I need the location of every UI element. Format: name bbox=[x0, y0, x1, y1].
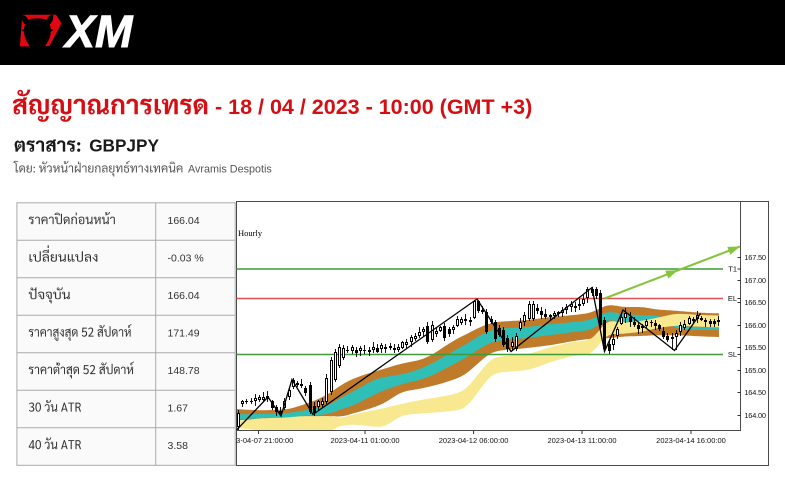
svg-text:2023-04-13 11:00:00: 2023-04-13 11:00:00 bbox=[547, 436, 616, 445]
svg-text:EL: EL bbox=[728, 294, 737, 303]
svg-text:166.00: 166.00 bbox=[744, 321, 765, 330]
svg-text:T1: T1 bbox=[728, 265, 737, 274]
svg-text:2023-04-11 01:00:00: 2023-04-11 01:00:00 bbox=[330, 436, 399, 445]
svg-text:166.50: 166.50 bbox=[744, 298, 765, 307]
svg-text:SL: SL bbox=[728, 350, 737, 359]
svg-text:171.49: 171.49 bbox=[168, 328, 200, 340]
svg-text:GBPJPY: GBPJPY bbox=[89, 136, 159, 156]
svg-text:166.04: 166.04 bbox=[168, 290, 200, 302]
svg-text:Avramis Despotis: Avramis Despotis bbox=[188, 164, 272, 176]
svg-text:2023-04-07 21:00:00: 2023-04-07 21:00:00 bbox=[224, 436, 294, 445]
svg-text:XM: XM bbox=[62, 6, 134, 57]
svg-text:Hourly: Hourly bbox=[238, 228, 263, 238]
svg-text:165.50: 165.50 bbox=[744, 343, 765, 352]
svg-text:148.78: 148.78 bbox=[168, 365, 200, 377]
svg-text:2023-04-12 06:00:00: 2023-04-12 06:00:00 bbox=[439, 436, 509, 445]
svg-text:-0.03 %: -0.03 % bbox=[168, 253, 204, 265]
svg-text:165.00: 165.00 bbox=[744, 366, 765, 375]
svg-text:166.04: 166.04 bbox=[168, 215, 200, 227]
svg-text:167.50: 167.50 bbox=[744, 253, 765, 262]
svg-text:3.58: 3.58 bbox=[168, 440, 189, 452]
svg-text:167.00: 167.00 bbox=[744, 276, 765, 285]
svg-text:164.00: 164.00 bbox=[744, 411, 765, 420]
svg-text:- 18 / 04 / 2023 - 10:00 (GMT: - 18 / 04 / 2023 - 10:00 (GMT +3) bbox=[209, 95, 532, 119]
svg-text:1.67: 1.67 bbox=[168, 403, 189, 415]
svg-text:2023-04-14 16:00:00: 2023-04-14 16:00:00 bbox=[656, 436, 726, 445]
svg-text:164.50: 164.50 bbox=[744, 388, 765, 397]
